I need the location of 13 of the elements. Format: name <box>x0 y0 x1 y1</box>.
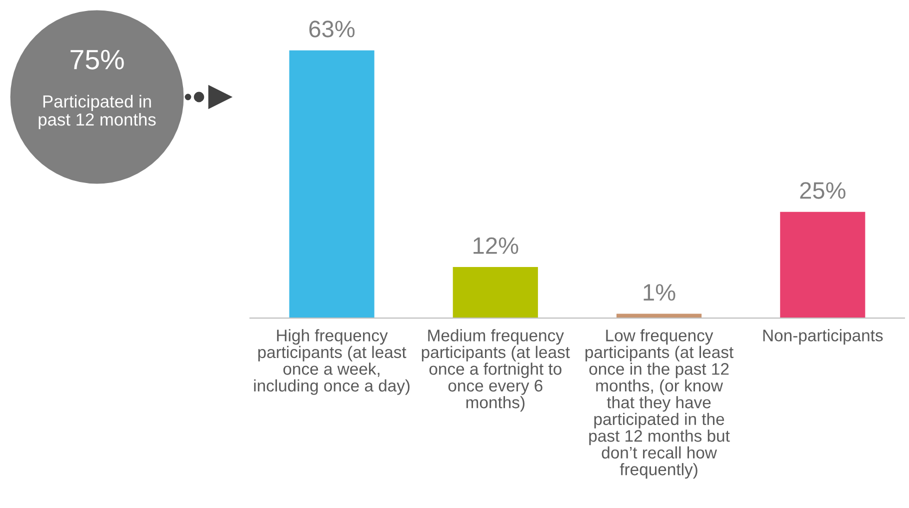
x-tick-label: High frequency participants (at least once a week, including once a day) <box>254 329 410 395</box>
bar <box>289 50 374 318</box>
x-tick-label: Non-participants <box>763 329 883 345</box>
bar <box>780 212 866 318</box>
data-label: 63% <box>309 20 355 38</box>
data-label: 25% <box>800 182 846 199</box>
text: 75% <box>70 50 124 70</box>
bar <box>452 267 538 318</box>
data-label: 1% <box>644 284 676 301</box>
category-label: Low frequency participants (at least once in the past 12 months, (or know that they have participated in the past 12 months but don’t recall how frequently) <box>586 329 734 479</box>
x-tick-label: Medium frequency participants (at least once a fortnight to once every 6 months) <box>422 329 570 412</box>
data-label: 12% <box>474 237 518 254</box>
text: Participated in past 12 months <box>38 94 156 130</box>
